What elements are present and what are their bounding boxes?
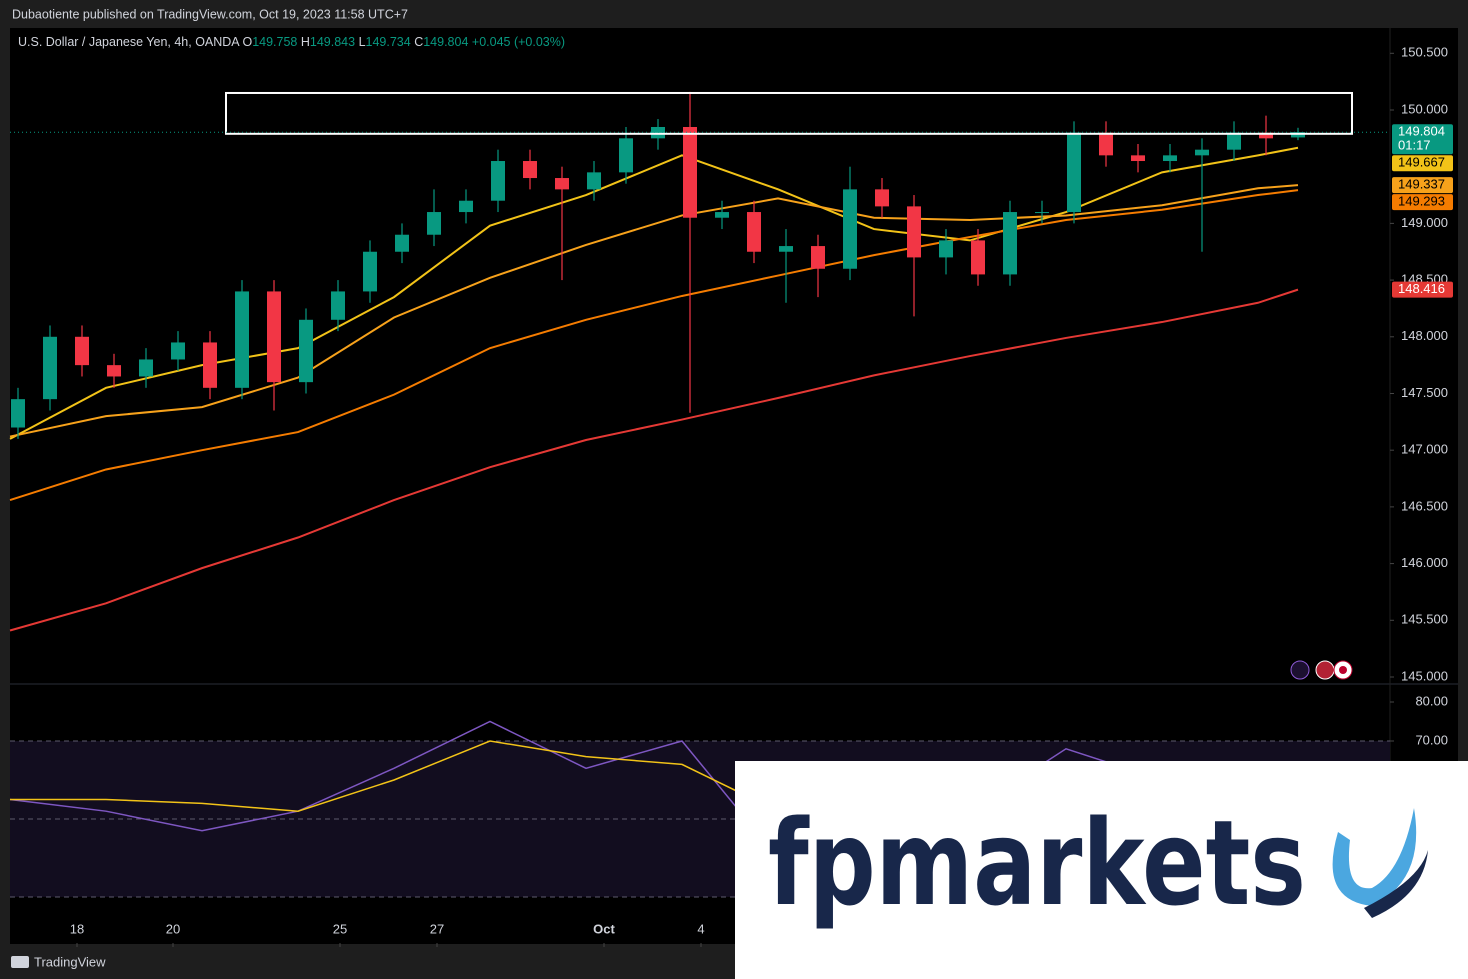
candle-body <box>11 399 25 428</box>
candle-body <box>1291 132 1305 138</box>
y-tick-label: 70.00 <box>1415 732 1448 747</box>
line <box>9 189 1299 502</box>
candle-body <box>1003 212 1017 275</box>
x-tick-label: 4 <box>697 921 704 936</box>
ohlc-value: 149.804 <box>423 35 468 49</box>
logo-check <box>1332 808 1417 906</box>
price-label: 148.416 <box>1398 281 1445 296</box>
x-tick-label: Oct <box>593 921 615 936</box>
x-tick-label: 25 <box>333 921 347 936</box>
price-label-box <box>1392 177 1453 194</box>
change: +0.045 (+0.03%) <box>472 35 565 49</box>
icon <box>1290 660 1310 680</box>
candle-body <box>139 359 153 377</box>
price-label-box <box>1392 155 1453 172</box>
candle-body <box>779 246 793 252</box>
line <box>9 146 1299 440</box>
ohlc-value: 149.843 <box>310 35 355 49</box>
candle-body <box>203 342 217 388</box>
icon <box>1339 666 1347 674</box>
candle-body <box>107 365 121 377</box>
candle-body <box>1035 212 1049 214</box>
candle-body <box>875 189 889 207</box>
ohlc-label: L <box>359 35 366 49</box>
tv-icon <box>11 956 29 968</box>
candle-body <box>235 291 249 388</box>
candle-body <box>1227 132 1241 150</box>
candle-body <box>619 138 633 173</box>
candle-body <box>747 212 761 252</box>
price-label: 149.667 <box>1398 155 1445 170</box>
candle-body <box>395 234 409 252</box>
candle-body <box>75 336 89 366</box>
line <box>9 288 1299 632</box>
candle-body <box>971 240 985 275</box>
price-label-box <box>1392 281 1453 298</box>
candle-body <box>331 291 345 320</box>
price-label: 149.337 <box>1398 177 1445 192</box>
y-tick-label: 148.000 <box>1401 328 1448 343</box>
x-tick-label: 20 <box>166 921 180 936</box>
footer: TradingView <box>34 954 106 969</box>
candle-body <box>427 212 441 235</box>
candle-body <box>907 206 921 258</box>
candle-body <box>939 240 953 258</box>
candle-body <box>363 251 377 292</box>
candle-body <box>555 178 569 190</box>
line <box>9 184 1299 438</box>
candle-body <box>1131 155 1145 162</box>
logo-overlay: fpmarkets <box>735 761 1468 979</box>
candle-body <box>587 172 601 190</box>
header: Dubaotiente published on TradingView.com… <box>12 7 408 21</box>
candle-body <box>1163 155 1177 162</box>
y-tick-label: 146.500 <box>1401 498 1448 513</box>
y-tick-label: 146.000 <box>1401 555 1448 570</box>
y-tick-label: 145.000 <box>1401 668 1448 683</box>
y-tick-label: 150.500 <box>1401 45 1448 60</box>
price-label: 149.293 <box>1398 194 1445 209</box>
candle-body <box>523 161 537 179</box>
icon <box>1315 660 1335 680</box>
candle-body <box>459 200 473 213</box>
zone <box>225 91 1353 135</box>
candle-body <box>491 161 505 201</box>
ohlc-value: 149.734 <box>366 35 411 49</box>
legend: U.S. Dollar / Japanese Yen, 4h, OANDA O1… <box>18 35 565 49</box>
candle-body <box>1259 132 1273 139</box>
x-tick-label: 18 <box>70 921 84 936</box>
logo-check-dark <box>1364 850 1428 918</box>
x-tick-label: 27 <box>430 921 444 936</box>
price-label: 149.804 <box>1398 124 1445 139</box>
candle-body <box>715 212 729 218</box>
y-tick-label: 145.500 <box>1401 612 1448 627</box>
flag-icons <box>1290 660 1353 680</box>
logo-text: fpmarkets <box>768 794 1306 932</box>
y-tick-label: 80.00 <box>1415 693 1448 708</box>
ohlc-label: C <box>414 35 423 49</box>
footer-logo: TradingView <box>11 954 106 969</box>
y-tick-label: 149.000 <box>1401 215 1448 230</box>
candle-body <box>43 336 57 400</box>
ohlc-label: H <box>301 35 310 49</box>
candle-body <box>1099 132 1113 156</box>
countdown: 01:17 <box>1398 138 1431 153</box>
y-tick-label: 150.000 <box>1401 101 1448 116</box>
candle-body <box>171 342 185 360</box>
candle-body <box>843 189 857 269</box>
candle-body <box>267 291 281 383</box>
price-label-box <box>1392 124 1453 155</box>
y-tick-label: 147.500 <box>1401 385 1448 400</box>
ohlc-label: O <box>242 35 252 49</box>
candle-body <box>811 246 825 269</box>
candle-body <box>1067 132 1081 213</box>
candle-body <box>1195 149 1209 156</box>
y-tick-label: 147.000 <box>1401 442 1448 457</box>
ohlc-value: 149.758 <box>252 35 297 49</box>
legend-title: U.S. Dollar / Japanese Yen, 4h, OANDA <box>18 35 240 49</box>
candle-body <box>299 319 313 383</box>
candle-body <box>683 126 697 218</box>
price-label-box <box>1392 194 1453 211</box>
